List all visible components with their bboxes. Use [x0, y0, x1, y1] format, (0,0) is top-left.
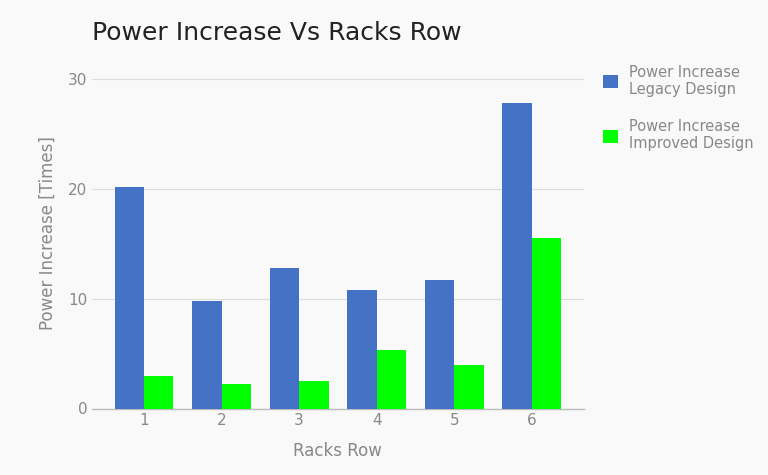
Bar: [114, 187, 144, 408]
Bar: [455, 365, 484, 408]
Bar: [221, 384, 251, 408]
Bar: [144, 376, 174, 408]
Bar: [347, 290, 377, 408]
Bar: [502, 103, 532, 408]
X-axis label: Racks Row: Racks Row: [293, 442, 382, 460]
Text: Power Increase Vs Racks Row: Power Increase Vs Racks Row: [92, 21, 462, 45]
Y-axis label: Power Increase [Times]: Power Increase [Times]: [39, 136, 57, 330]
Legend: Power Increase
Legacy Design, Power Increase
Improved Design: Power Increase Legacy Design, Power Incr…: [596, 57, 761, 159]
Bar: [532, 238, 561, 408]
Bar: [425, 280, 455, 408]
Bar: [299, 381, 329, 408]
Bar: [270, 268, 299, 408]
Bar: [377, 350, 406, 408]
Bar: [192, 301, 221, 408]
